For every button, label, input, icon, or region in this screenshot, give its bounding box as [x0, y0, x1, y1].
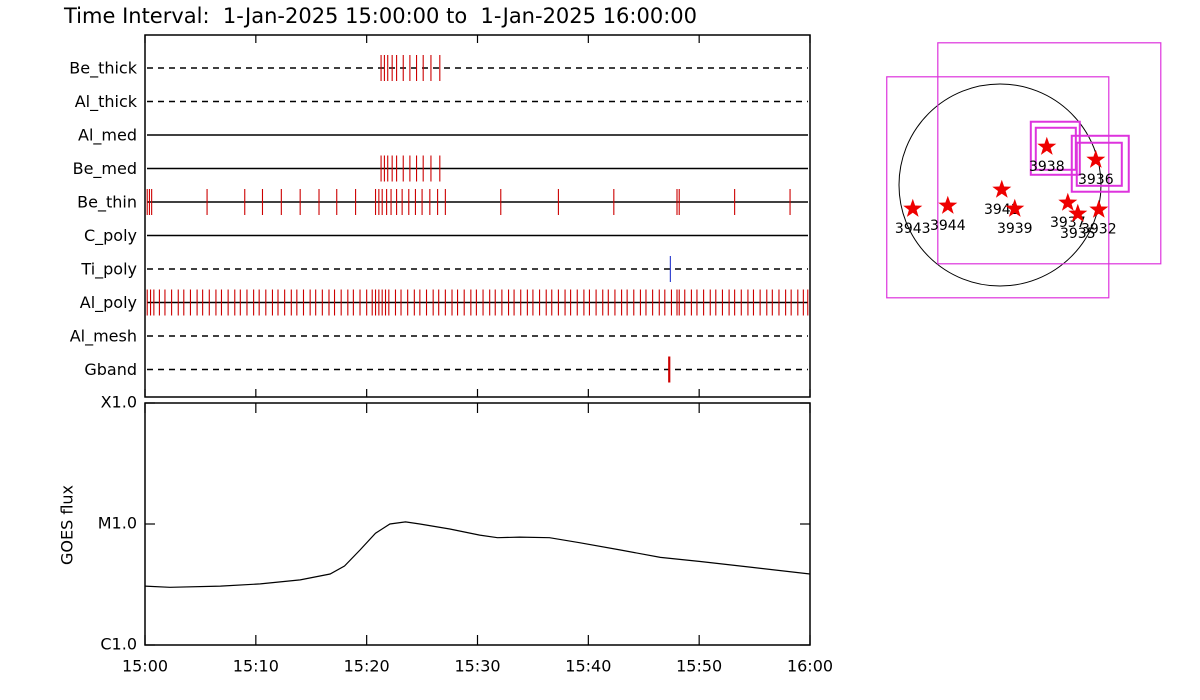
fov-box [1075, 141, 1123, 187]
ar-star [1068, 203, 1088, 222]
fov-box [937, 42, 1162, 265]
row-label: Ti_poly [80, 260, 137, 280]
timeline-frame [144, 34, 811, 398]
row-label: Al_poly [80, 293, 137, 313]
x-tick-label: 15:20 [344, 657, 390, 676]
x-tick-label: 15:00 [122, 657, 168, 676]
ar-label: 3937 [1050, 215, 1086, 231]
row-label: Al_thick [75, 92, 138, 112]
ar-label: 3936 [1078, 172, 1114, 188]
row-label: C_poly [84, 226, 137, 246]
ar-label: 3943 [895, 221, 931, 237]
ar-label: 3938 [1029, 159, 1065, 175]
ar-star [992, 179, 1012, 198]
x-tick-label: 15:30 [454, 657, 500, 676]
ar-star [1058, 192, 1078, 211]
chart-title: Time Interval: 1-Jan-2025 15:00:00 to 1-… [63, 4, 697, 28]
fov-box [1029, 120, 1081, 176]
ar-star [1089, 199, 1109, 218]
x-tick-label: 15:10 [233, 657, 279, 676]
ar-star [1005, 198, 1025, 217]
ar-star [1086, 149, 1106, 168]
row-label: Al_mesh [70, 327, 137, 347]
ar-label: 3939 [997, 221, 1033, 237]
x-tick-label: 15:40 [565, 657, 611, 676]
y-tick-label: M1.0 [98, 514, 137, 533]
ar-star [938, 195, 958, 214]
ar-label: 3932 [1081, 222, 1117, 238]
ar-label: 3935 [1060, 226, 1096, 242]
ar-star [903, 198, 923, 217]
goes-frame [144, 402, 811, 646]
x-tick-label: 15:50 [676, 657, 722, 676]
row-label: Be_med [73, 159, 137, 179]
y-tick-label: C1.0 [100, 635, 137, 654]
goes-curve [144, 521, 811, 588]
row-label: Be_thick [69, 59, 137, 79]
row-label: Be_thin [77, 193, 137, 213]
fov-box [886, 76, 1110, 299]
row-label: Al_med [78, 126, 137, 146]
ar-star [1037, 136, 1057, 155]
row-label: Gband [84, 360, 137, 379]
fov-box [1070, 134, 1130, 193]
y-tick-label: X1.0 [101, 393, 137, 412]
ar-label: 3944 [930, 218, 966, 234]
y-axis-label: GOES flux [58, 485, 77, 565]
x-tick-label: 16:00 [787, 657, 833, 676]
